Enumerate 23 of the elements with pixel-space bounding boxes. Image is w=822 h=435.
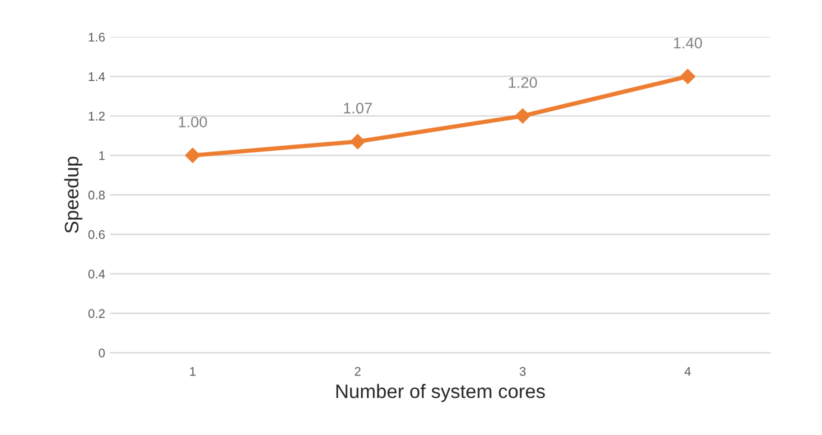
- data-label: 1.40: [674, 38, 702, 48]
- point: [515, 108, 530, 124]
- y-tick-label: 0.4: [88, 270, 105, 278]
- y-tick-label: 1: [99, 151, 105, 160]
- data-label: 1.20: [508, 77, 537, 88]
- y-tick-label: 1.4: [88, 72, 105, 81]
- y-tick-label: 0: [98, 348, 105, 358]
- point: [680, 68, 696, 84]
- y-tick-label: 0.8: [88, 190, 105, 200]
- y-tick-label: 1.2: [88, 112, 105, 120]
- point: [350, 134, 366, 150]
- y-tick-label: 0.2: [88, 309, 105, 318]
- x-tick-label: 2: [354, 367, 361, 376]
- x-axis-title: Number of system cores: [336, 384, 545, 402]
- data-label: 1.00: [178, 116, 207, 128]
- x-tick-label: 4: [684, 367, 691, 376]
- y-tick-label: 0.6: [88, 230, 105, 240]
- y-axis-title: Speedup: [64, 156, 82, 233]
- data-label: 1.07: [344, 102, 372, 114]
- y-tick-label: 1.6: [88, 32, 105, 42]
- x-tick-label: 3: [520, 367, 526, 376]
- x-tick-label: 1: [190, 367, 196, 376]
- point: [185, 148, 200, 163]
